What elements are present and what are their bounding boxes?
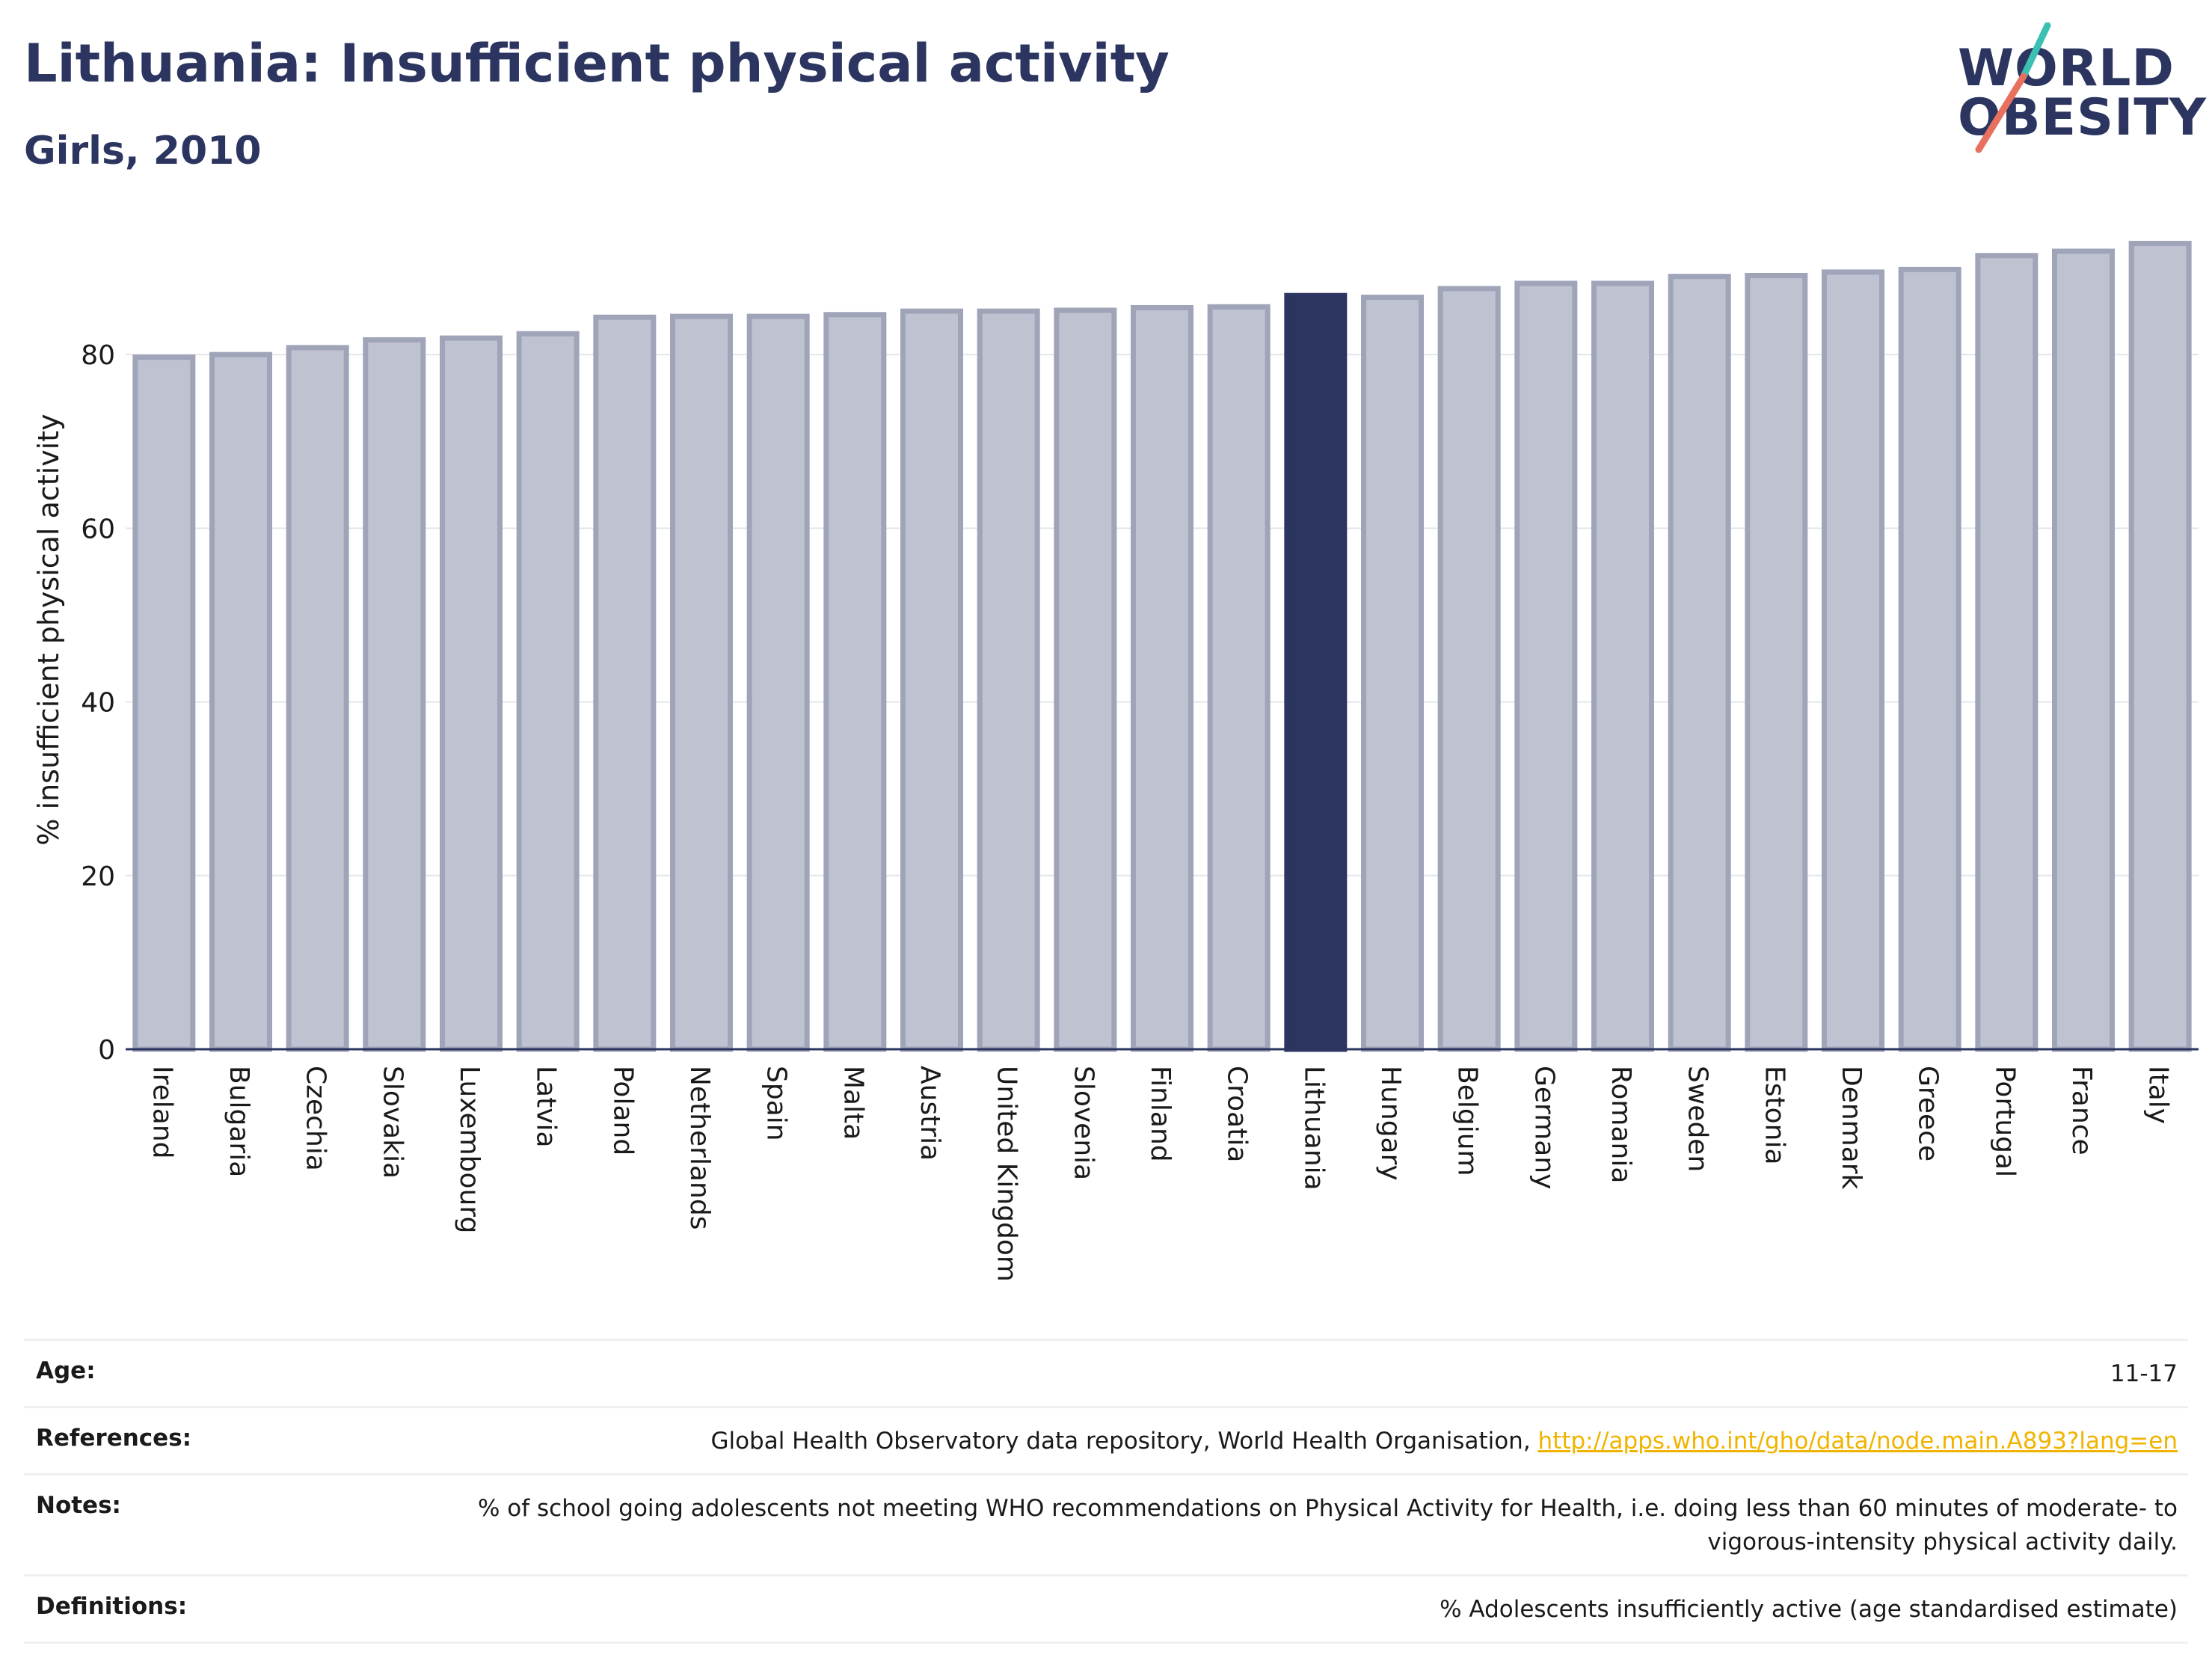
bar-netherlands [670,313,733,1052]
bar-estonia [1745,273,1808,1052]
bar-sweden [1668,274,1731,1052]
x-tick-label: Greece [1913,1066,1944,1161]
x-tick-label: France [2066,1066,2097,1155]
bar-malta [823,312,887,1052]
x-tick-label: Czechia [301,1066,331,1171]
bar-greece [1898,266,1961,1052]
x-axis: Ireland Bulgaria Czechia Slovakia Luxembourg… [126,1048,2199,1282]
meta-key-definitions: Definitions: [36,1592,188,1620]
bar-chart: 0 20 40 60 80 Ireland Bulgaria Czechia Slovakia… [32,241,2199,1282]
x-tick-label: Lithuania [1298,1066,1329,1191]
x-tick-label: Slovenia [1068,1066,1099,1180]
x-tick-label: Germany [1529,1066,1559,1189]
meta-key-notes: Notes: [36,1491,121,1519]
x-tick-label: Ireland [147,1066,177,1159]
bar-france [2052,248,2115,1052]
x-tick-label: Netherlands [684,1066,715,1229]
bar-austria [900,308,963,1052]
x-tick-label: Sweden [1683,1066,1713,1172]
meta-row-references: References: Global Health Observatory da… [24,1405,2188,1473]
y-axis-label: % insufficient physical activity [32,414,65,845]
meta-value-references: Global Health Observatory data repositor… [710,1425,2178,1458]
bar-lithuania [1284,292,1348,1052]
x-tick-label: Malta [838,1066,868,1140]
bar-latvia [516,331,580,1052]
bar-croatia [1207,304,1271,1052]
x-tick-label: Luxembourg [454,1066,485,1233]
meta-value-age: 11-17 [2110,1360,2178,1387]
page-title: Lithuania: Insufficient physical activit… [24,33,1170,94]
x-tick-label: Finland [1145,1066,1176,1162]
chart-bars [132,241,2192,1052]
x-tick-label: Portugal [1989,1066,2020,1177]
x-tick-label: Croatia [1222,1066,1253,1162]
page-subtitle: Girls, 2010 [24,129,262,174]
bar-luxembourg [440,335,503,1052]
bar-hungary [1361,295,1424,1052]
x-tick-label: Bulgaria [224,1066,254,1177]
x-tick-label: Belgium [1452,1066,1483,1176]
metadata-table: Age: 11-17 References: Global Health Obs… [24,1339,2188,1644]
logo-line-1: WORLD [1958,39,2175,98]
bar-romania [1591,280,1654,1052]
x-tick-label: Denmark [1836,1066,1867,1190]
bar-ireland [132,354,196,1052]
meta-value-notes: % of school going adolescents not meetin… [477,1494,2178,1556]
bar-czechia [286,345,349,1052]
bar-germany [1514,280,1578,1052]
x-tick-label: Slovakia [377,1066,408,1179]
logo-slash-icon [1975,22,2051,153]
x-tick-label: Poland [607,1066,638,1155]
y-tick-label: 40 [81,688,115,719]
bar-united-kingdom [977,308,1040,1052]
x-tick-label: Latvia [531,1066,562,1148]
bar-poland [593,314,657,1052]
references-link[interactable]: http://apps.who.int/gho/data/node.main.A… [1537,1427,2178,1455]
bar-bulgaria [209,351,272,1052]
bar-denmark [1822,269,1884,1052]
y-tick-label: 80 [81,340,115,371]
x-tick-label: Romania [1606,1066,1636,1183]
bar-spain [746,313,810,1052]
y-axis: 0 20 40 60 80 [81,340,115,1066]
x-tick-label: Estonia [1759,1066,1789,1165]
y-tick-label: 60 [81,514,115,544]
meta-row-definitions: Definitions: % Adolescents insufficientl… [24,1573,2188,1644]
bar-portugal [1975,253,2039,1052]
bar-slovenia [1054,307,1117,1052]
meta-key-references: References: [36,1424,192,1452]
meta-value-definitions: % Adolescents insufficiently active (age… [1440,1595,2178,1623]
x-tick-label: Spain [761,1066,792,1141]
bar-finland [1131,304,1193,1052]
meta-row-notes: Notes: % of school going adolescents not… [24,1473,2188,1574]
meta-key-age: Age: [36,1357,96,1384]
x-tick-label: Austria [915,1066,945,1161]
x-tick-label: Hungary [1375,1066,1406,1181]
bar-slovakia [363,337,426,1052]
bar-italy [2128,241,2192,1052]
bar-belgium [1437,286,1501,1052]
references-text: Global Health Observatory data repositor… [710,1427,1538,1455]
y-tick-label: 0 [98,1035,115,1066]
x-tick-label: United Kingdom [992,1066,1022,1282]
world-obesity-logo: WORLD OBESITY [1952,22,2206,157]
x-tick-label: Italy [2143,1066,2174,1124]
meta-row-age: Age: 11-17 [24,1339,2188,1406]
y-tick-label: 20 [81,862,115,892]
